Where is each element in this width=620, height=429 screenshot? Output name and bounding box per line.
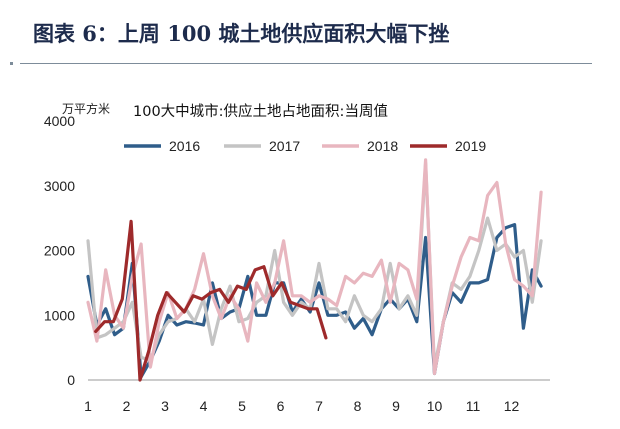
legend-item-2017: 2017 xyxy=(224,138,300,154)
x-tick-label: 1 xyxy=(84,398,92,414)
x-tick-label: 5 xyxy=(238,398,246,414)
x-tick-label: 6 xyxy=(277,398,285,414)
figure-title: 图表 6：上周 100 城土地供应面积大幅下挫 xyxy=(33,21,450,46)
x-tick-label: 8 xyxy=(354,398,362,414)
chart-title: 100大中城市:供应土地占地面积:当周值 xyxy=(133,102,388,120)
legend-label: 2017 xyxy=(269,138,300,154)
plot-area xyxy=(86,158,543,382)
header-divider xyxy=(20,63,592,64)
legend-item-2016: 2016 xyxy=(124,138,200,154)
y-tick-label: 0 xyxy=(67,372,75,388)
y-tick-label: 1000 xyxy=(44,307,75,323)
header-rule-dot xyxy=(10,62,13,65)
x-tick-label: 7 xyxy=(315,398,323,414)
legend-item-2019: 2019 xyxy=(410,138,486,154)
x-tick-label: 9 xyxy=(392,398,400,414)
y-tick-label: 2000 xyxy=(44,243,75,259)
y-tick-label: 4000 xyxy=(44,113,75,129)
x-tick-label: 2 xyxy=(123,398,131,414)
x-tick-label: 10 xyxy=(427,398,443,414)
legend-label: 2018 xyxy=(367,138,398,154)
x-tick-label: 3 xyxy=(161,398,169,414)
series-line-2017 xyxy=(86,161,543,369)
series-line-2019 xyxy=(94,219,328,382)
legend-label: 2016 xyxy=(169,138,200,154)
x-tick-label: 12 xyxy=(504,398,520,414)
legend-item-2018: 2018 xyxy=(322,138,398,154)
x-tick-label: 11 xyxy=(466,398,481,414)
x-tick-label: 4 xyxy=(200,398,208,414)
legend-label: 2019 xyxy=(455,138,486,154)
series-line-2018 xyxy=(86,158,543,376)
y-tick-label: 3000 xyxy=(44,178,75,194)
y-axis-unit-label: 万平方米 xyxy=(62,101,110,116)
legend: 2016 2017 2018 2019 xyxy=(124,138,486,154)
